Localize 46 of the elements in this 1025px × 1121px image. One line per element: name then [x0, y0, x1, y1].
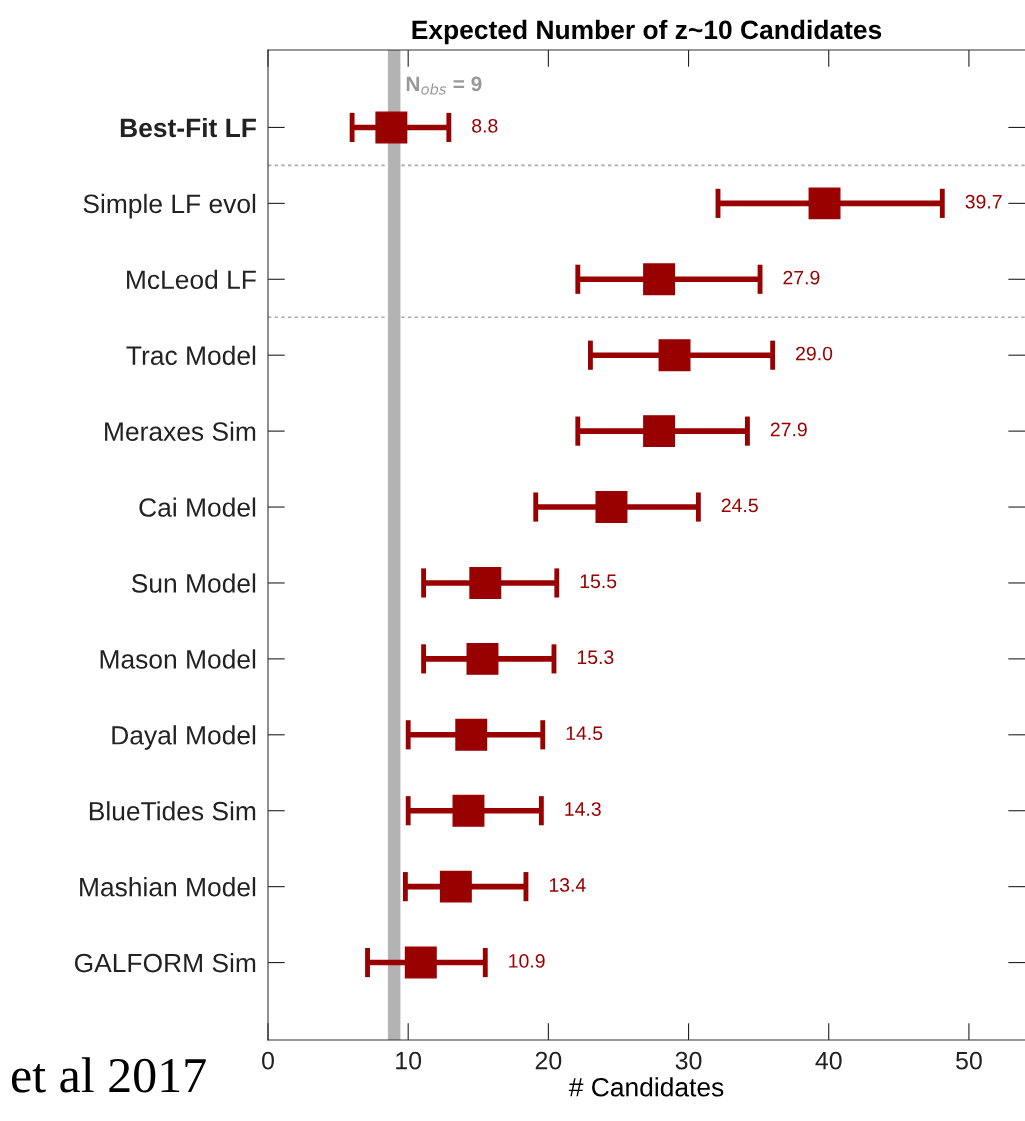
- text: 27.9: [783, 270, 820, 285]
- point: [452, 794, 485, 827]
- y-tick-label: Mason Model: [100, 649, 256, 669]
- text: 14.5: [566, 726, 603, 741]
- point: [404, 946, 437, 979]
- y-tick-label: Dayal Model: [112, 725, 256, 750]
- x-tick-label: 0: [262, 1051, 274, 1070]
- point: [595, 491, 628, 524]
- ref-line-label: N$_{obs}$ = 9: [406, 76, 482, 95]
- y-tick-label: Trac Model: [126, 345, 256, 366]
- y-tick-label: BlueTides Sim: [89, 801, 256, 821]
- y-tick-label: GALFORM Sim: [74, 953, 256, 973]
- point: [375, 111, 408, 144]
- text: 24.5: [721, 498, 758, 513]
- point: [808, 187, 841, 220]
- text: 10.9: [509, 954, 545, 968]
- point: [439, 870, 472, 903]
- y-tick-label: Sun Model: [131, 573, 256, 593]
- x-tick-label: 50: [956, 1051, 982, 1070]
- y-tick-label: McLeod LF: [127, 269, 256, 290]
- y-tick-label: Cai Model: [139, 497, 256, 517]
- point: [643, 263, 676, 296]
- text: 8.8: [472, 118, 498, 133]
- text: 39.7: [965, 194, 1002, 209]
- x-tick-label: 40: [815, 1051, 842, 1070]
- x-tick-label: 10: [396, 1051, 422, 1070]
- y-tick-label: Best-Fit LF: [120, 117, 256, 138]
- point: [469, 566, 502, 599]
- text: 15.5: [580, 574, 617, 589]
- text: 14.3: [565, 802, 601, 816]
- y-tick-label: Simple LF evol: [83, 193, 256, 219]
- text: 27.9: [770, 422, 807, 437]
- x-axis-title: # Candidates: [568, 1077, 724, 1097]
- text: et al 2017: [11, 1057, 206, 1093]
- text: 13.4: [549, 878, 586, 892]
- point: [455, 718, 488, 751]
- chart-title: Expected Number of z~10 Candidates: [412, 19, 882, 45]
- point: [643, 415, 676, 448]
- text: 15.3: [577, 650, 614, 665]
- y-tick-label: Meraxes Sim: [105, 421, 256, 441]
- y-tick-label: Mashian Model: [80, 877, 256, 897]
- x-tick-label: 20: [535, 1051, 562, 1070]
- point: [466, 642, 499, 675]
- point: [658, 339, 691, 372]
- text: 29.0: [796, 346, 833, 361]
- x-tick-label: 30: [675, 1051, 702, 1070]
